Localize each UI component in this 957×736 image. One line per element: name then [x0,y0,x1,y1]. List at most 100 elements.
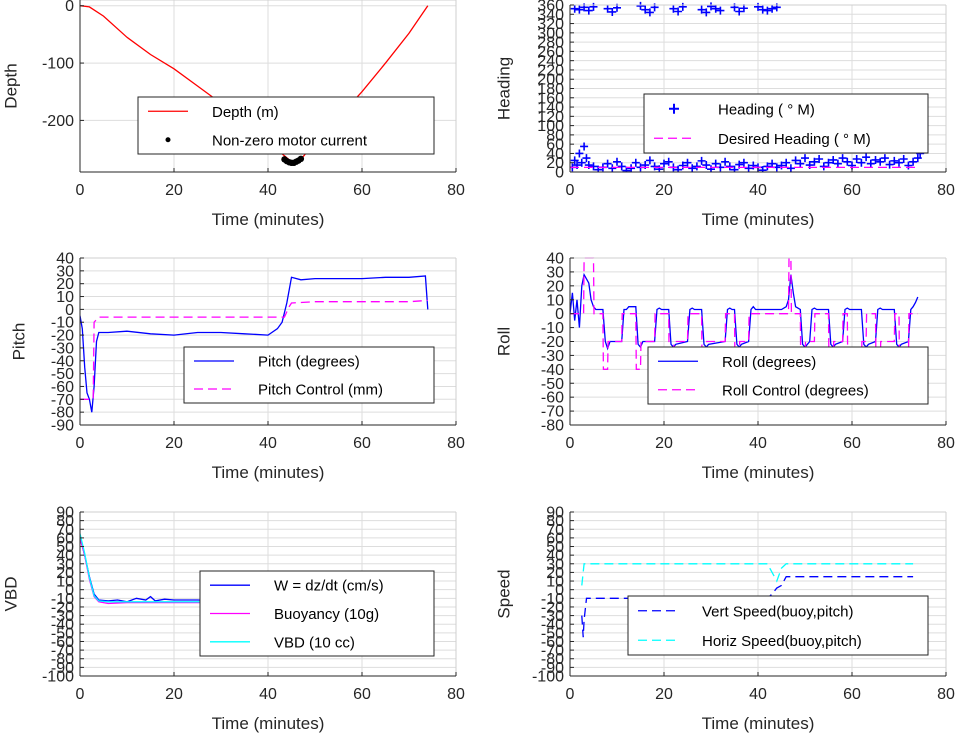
y-tick-label: 360 [537,0,564,15]
data-point [786,164,795,172]
y-axis-label: Roll [494,327,513,356]
y-tick-label: -10 [51,591,74,608]
data-point [674,165,683,172]
y-tick-label: -70 [541,643,564,660]
y-tick-label: 40 [546,251,564,268]
y-tick-label: 120 [537,109,564,126]
y-tick-label: -90 [541,660,564,677]
data-point [603,159,612,168]
chart-roll: 0 20 40 60 80403020100-10-20-30-40-50-60-70-… [494,251,955,483]
y-tick-label: -80 [541,651,564,668]
data-point [763,6,772,15]
x-tick-label: 40 [259,435,277,452]
chart-speed: 0 20 40 60 809080706050403020100-10-20-30-40… [494,505,955,734]
data-point [782,158,791,167]
y-tick-label: 0 [65,582,74,599]
data-point [739,4,748,13]
data-point [899,155,908,164]
data-point [627,164,636,172]
data-point [589,2,598,11]
data-point [810,157,819,166]
y-tick-label: 40 [56,548,74,565]
y-axis-label: Depth [1,63,20,108]
y-tick-label: -30 [51,608,74,625]
x-tick-label: 60 [353,686,371,703]
x-tick-label: 60 [843,435,861,452]
series-group [570,257,919,370]
data-point [876,157,885,166]
y-tick-label: 80 [546,513,564,530]
x-tick-label: 20 [655,435,673,452]
x-tick-label: 40 [259,182,277,199]
data-point [895,158,903,167]
y-tick-label: -70 [541,404,564,421]
y-tick-label: 100 [537,118,564,135]
y-tick-label: 60 [546,137,564,154]
data-point [577,158,586,167]
y-tick-label: -100 [42,56,74,73]
data-point [885,160,894,169]
data-point [838,154,847,163]
data-point [871,155,880,164]
legend-box [137,96,435,155]
x-tick-label: 60 [353,182,371,199]
legend-marker [165,137,171,143]
series-line-1 [80,299,428,400]
chart-vbd: 0 20 40 60 809080706050403020100-10-20-30-40… [1,505,465,734]
data-point [702,8,711,17]
data-point [580,142,589,151]
data-point [636,1,645,10]
y-tick-label: 180 [537,81,564,98]
legend-label: W = dz/dt (cm/s) [274,578,384,595]
data-point [683,158,692,167]
data-point [697,5,706,14]
data-point [650,162,659,171]
legend: Depth (m) Non-zero motor current [137,96,435,155]
data-point [711,159,720,168]
data-point [631,158,640,167]
legend-label: Depth (m) [212,104,279,121]
y-tick-label: -40 [51,353,74,370]
data-point [791,156,800,165]
y-tick-label: -40 [541,362,564,379]
x-tick-label: 20 [165,435,183,452]
data-point [735,7,744,16]
legend-label: Pitch Control (mm) [258,382,383,399]
y-tick-label: 10 [546,574,564,591]
y-tick-label: 20 [56,565,74,582]
x-tick-label: 60 [843,686,861,703]
x-axis-label: Time (minutes) [702,463,815,482]
x-axis-label: Time (minutes) [702,210,815,229]
y-tick-label: 0 [555,165,564,182]
data-point [721,157,730,166]
x-tick-label: 0 [566,686,575,703]
legend-label: Buoyancy (10g) [274,606,379,623]
data-point [617,162,626,171]
data-point [857,158,866,167]
y-tick-label: -80 [541,418,564,435]
data-point [801,154,809,163]
y-tick-label: 20 [546,278,564,295]
data-point [688,164,697,172]
data-point [664,157,673,166]
y-tick-label: -20 [541,334,564,351]
data-point [669,4,678,13]
x-tick-label: 60 [353,435,371,452]
y-tick-label: 40 [546,548,564,565]
x-tick-label: 40 [749,182,767,199]
legend-label: Roll Control (degrees) [722,382,869,399]
legend: Vert Speed(buoy,pitch) Horiz Speed(buoy,p… [627,595,929,656]
y-tick-label: -50 [51,366,74,383]
y-tick-label: -70 [51,643,74,660]
y-tick-label: -90 [51,418,74,435]
x-tick-label: 0 [76,435,85,452]
y-tick-label: 0 [555,306,564,323]
legend: Roll (degrees) Roll Control (degrees) [647,346,929,405]
y-tick-label: 30 [56,556,74,573]
x-tick-label: 40 [749,686,767,703]
y-tick-label: -80 [51,405,74,422]
x-tick-label: 20 [165,182,183,199]
y-tick-label: 140 [537,100,564,117]
y-tick-label: 20 [546,565,564,582]
x-tick-label: 80 [937,435,955,452]
